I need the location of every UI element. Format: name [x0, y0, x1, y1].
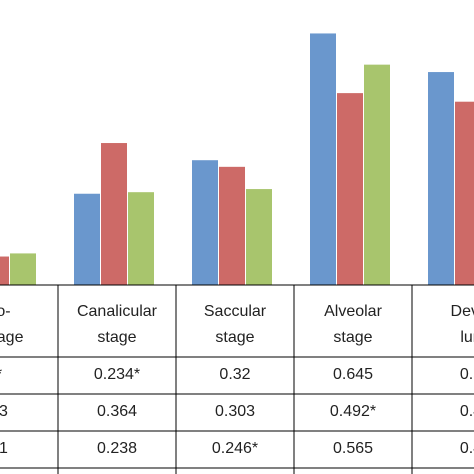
bar — [219, 166, 245, 285]
category-label: Alveolar — [324, 303, 382, 320]
value-label: 0.4 — [460, 403, 474, 420]
value-label: 0.32 — [219, 366, 250, 383]
value-label: 0.364 — [97, 403, 137, 420]
bar — [455, 101, 474, 285]
category-label: Devel — [451, 303, 474, 320]
bar — [337, 93, 363, 286]
category-label: stage — [97, 329, 136, 346]
category-label: Saccular — [204, 303, 267, 320]
value-label: 0.4 — [460, 440, 474, 457]
bar — [192, 160, 218, 285]
value-label: 0.303 — [215, 403, 255, 420]
value-label: 0.5 — [460, 366, 474, 383]
bar — [10, 253, 36, 285]
bar — [310, 33, 336, 286]
category-label: lun — [460, 329, 474, 346]
value-label: 0.238 — [97, 440, 137, 457]
category-label: do- — [0, 303, 11, 320]
bar — [101, 143, 127, 285]
category-label: stage — [215, 329, 254, 346]
value-label: 0.565 — [333, 440, 373, 457]
bar — [246, 189, 272, 285]
value-label: * — [0, 366, 2, 383]
bar — [128, 192, 154, 285]
value-label: 73 — [0, 403, 8, 420]
bar — [0, 256, 9, 285]
category-label: stage — [333, 329, 372, 346]
bar — [428, 72, 454, 285]
bar — [364, 64, 390, 286]
value-label: 0.246* — [212, 440, 258, 457]
bar — [74, 193, 100, 285]
value-label: 0.234* — [94, 366, 140, 383]
value-label: 31 — [0, 440, 8, 457]
category-label: Canalicular — [77, 303, 158, 320]
value-label: 0.645 — [333, 366, 373, 383]
category-label: r stage — [0, 329, 24, 346]
value-label: 0.492* — [330, 403, 376, 420]
